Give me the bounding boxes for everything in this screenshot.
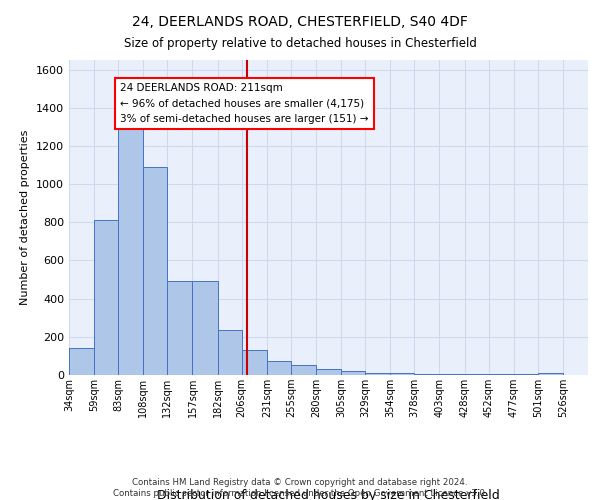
Y-axis label: Number of detached properties: Number of detached properties — [20, 130, 31, 305]
Bar — [365, 373, 390, 375]
Bar — [538, 373, 563, 375]
Bar — [390, 373, 415, 375]
Bar — [341, 371, 365, 375]
Text: Size of property relative to detached houses in Chesterfield: Size of property relative to detached ho… — [124, 38, 476, 51]
Text: Contains HM Land Registry data © Crown copyright and database right 2024.
Contai: Contains HM Land Registry data © Crown c… — [113, 478, 487, 498]
Text: 24, DEERLANDS ROAD, CHESTERFIELD, S40 4DF: 24, DEERLANDS ROAD, CHESTERFIELD, S40 4D… — [132, 15, 468, 29]
Text: 24 DEERLANDS ROAD: 211sqm
← 96% of detached houses are smaller (4,175)
3% of sem: 24 DEERLANDS ROAD: 211sqm ← 96% of detac… — [120, 83, 368, 124]
Bar — [242, 350, 267, 375]
Bar — [143, 167, 167, 375]
Bar — [488, 374, 514, 375]
Bar — [291, 366, 316, 375]
X-axis label: Distribution of detached houses by size in Chesterfield: Distribution of detached houses by size … — [157, 490, 500, 500]
Bar — [118, 127, 143, 375]
Bar — [439, 374, 464, 375]
Bar — [167, 282, 193, 375]
Bar — [316, 370, 341, 375]
Bar — [69, 348, 94, 375]
Bar — [193, 282, 218, 375]
Bar — [267, 360, 291, 375]
Bar — [464, 374, 488, 375]
Bar — [514, 374, 538, 375]
Bar — [415, 374, 439, 375]
Bar — [218, 330, 242, 375]
Bar — [94, 220, 118, 375]
